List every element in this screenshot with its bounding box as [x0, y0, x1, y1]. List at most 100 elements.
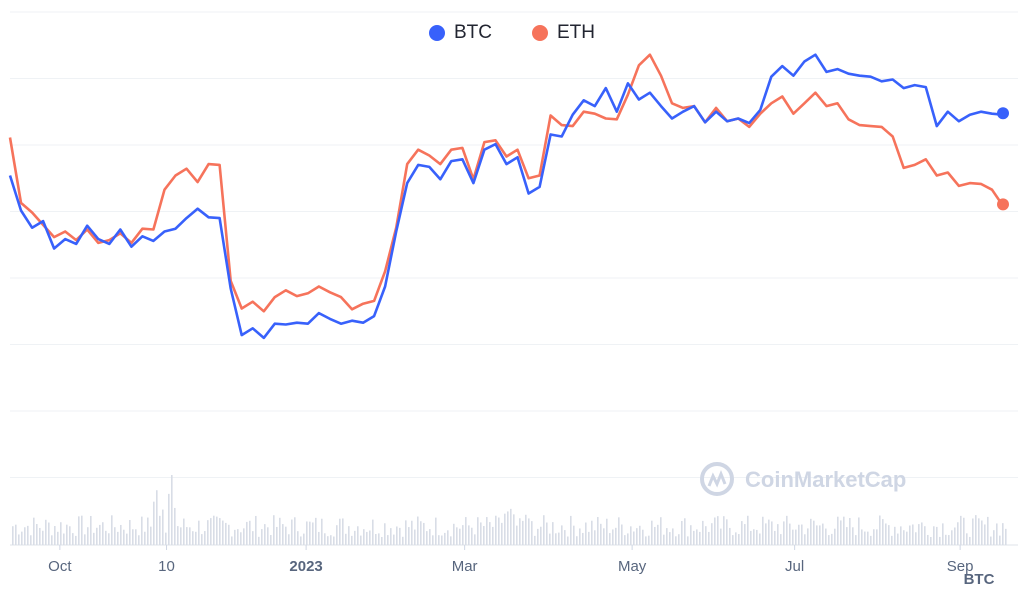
volume-bar	[390, 528, 392, 545]
volume-bar	[102, 522, 104, 545]
volume-bar	[339, 518, 341, 545]
volume-bar	[618, 517, 620, 545]
volume-bar	[219, 518, 221, 545]
series-line-btc[interactable]	[8, 53, 1004, 340]
legend-item-eth[interactable]: ETH	[532, 22, 595, 44]
volume-bar	[315, 517, 317, 545]
volume-bar	[714, 517, 716, 545]
volume-bar	[144, 531, 146, 545]
volume-bar	[444, 532, 446, 545]
volume-bar	[399, 527, 401, 545]
volume-bar	[720, 528, 722, 545]
volume-bar	[768, 519, 770, 545]
volume-bar	[141, 516, 143, 545]
volume-bar	[684, 518, 686, 545]
volume-bar	[252, 531, 254, 545]
volume-bar	[555, 533, 557, 545]
legend-label-eth: ETH	[557, 22, 595, 43]
volume-bar	[906, 531, 908, 545]
volume-bar	[255, 515, 257, 545]
volume-bar	[345, 533, 347, 545]
volume-bar	[861, 529, 863, 545]
x-tick-label: Jul	[785, 558, 804, 575]
volume-bar	[801, 524, 803, 545]
volume-bar	[363, 529, 365, 545]
volume-bar	[186, 527, 188, 545]
volume-bar	[501, 522, 503, 545]
volume-bar	[63, 533, 65, 545]
volume-bar	[849, 517, 851, 545]
volume-bar	[978, 518, 980, 545]
volume-bar	[657, 524, 659, 545]
volume-bar	[324, 533, 326, 545]
volume-bar	[78, 516, 80, 545]
volume-bar	[786, 515, 788, 545]
volume-bar	[168, 493, 170, 545]
volume-bar	[540, 526, 542, 545]
volume-bar	[366, 531, 368, 545]
x-tick-label: Mar	[452, 558, 478, 575]
volume-bar	[147, 517, 149, 545]
volume-bar	[879, 515, 881, 545]
volume-bar	[627, 533, 629, 545]
volume-bar	[900, 526, 902, 545]
volume-bar	[696, 529, 698, 545]
volume-bar	[198, 520, 200, 545]
volume-bar	[312, 522, 314, 545]
volume-bar	[261, 529, 263, 545]
volume-bar	[600, 523, 602, 545]
volume-bar	[171, 475, 173, 545]
volume-bar	[159, 515, 161, 545]
volume-bar	[888, 525, 890, 545]
volume-bar	[126, 533, 128, 545]
volume-bar	[504, 513, 506, 545]
volume-bar	[612, 529, 614, 545]
volume-bar	[915, 532, 917, 545]
volume-bar	[93, 532, 95, 545]
volume-bar	[996, 523, 998, 545]
coinmarketcap-logo-icon	[700, 462, 734, 496]
volume-bar	[426, 531, 428, 545]
volume-bar	[276, 526, 278, 545]
volume-bar	[909, 525, 911, 545]
volume-bar	[933, 526, 935, 545]
volume-bar	[987, 516, 989, 545]
volume-bar	[687, 536, 689, 545]
volume-bar	[870, 535, 872, 545]
volume-bar	[177, 526, 179, 545]
volume-bar	[522, 520, 524, 545]
volume-bar	[639, 525, 641, 545]
volume-bar	[207, 520, 209, 545]
volume-bar	[606, 518, 608, 545]
volume-bar	[375, 533, 377, 545]
legend-item-btc[interactable]: BTC	[429, 22, 492, 44]
volume-bar	[894, 526, 896, 545]
volume-bar	[633, 531, 635, 545]
volume-bar	[369, 530, 371, 545]
volume-bar	[519, 518, 521, 545]
volume-bar	[507, 511, 509, 545]
series-line-eth[interactable]	[8, 53, 1005, 313]
volume-bar	[105, 530, 107, 545]
volume-bar	[477, 517, 479, 545]
series-end-point-btc[interactable]	[997, 107, 1009, 120]
x-tick-label: Sep	[947, 558, 974, 575]
volume-bar	[294, 517, 296, 545]
volume-bar	[12, 526, 14, 545]
volume-bar	[318, 531, 320, 545]
volume-bar	[702, 520, 704, 545]
volume-bar	[348, 526, 350, 545]
volume-bar	[774, 530, 776, 545]
volume-bar	[960, 515, 962, 545]
volume-bar	[990, 536, 992, 545]
volume-bar	[42, 530, 44, 545]
volume-bar	[576, 536, 578, 545]
volume-bar	[393, 534, 395, 545]
volume-bar	[384, 523, 386, 545]
series-end-point-eth[interactable]	[997, 198, 1009, 211]
volume-bar	[834, 528, 836, 545]
volume-bar	[480, 522, 482, 545]
volume-bar	[408, 527, 410, 545]
volume-bar	[75, 535, 77, 545]
